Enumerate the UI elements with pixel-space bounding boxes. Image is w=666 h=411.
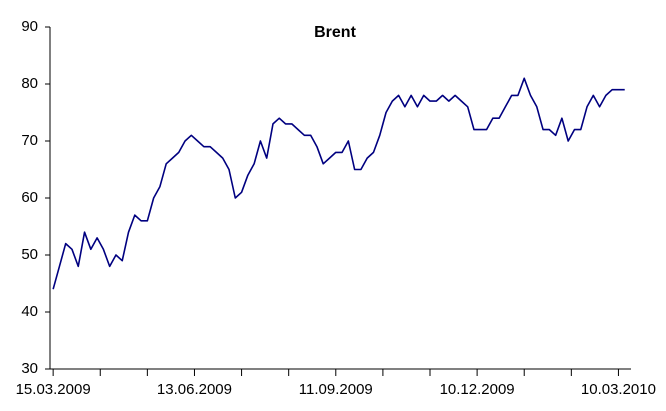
- price-line: [52, 77, 625, 290]
- y-tick-label: 60: [21, 189, 38, 206]
- y-tick-label: 90: [21, 18, 38, 35]
- x-tick-label: 15.03.2009: [16, 381, 91, 398]
- y-tick-label: 70: [21, 132, 38, 149]
- x-tick-label: 13.06.2009: [157, 381, 232, 398]
- y-tick-label: 80: [21, 75, 38, 92]
- y-tick-label: 30: [21, 360, 38, 377]
- chart-title: Brent: [314, 24, 356, 41]
- x-tick-label: 10.03.2010: [581, 381, 656, 398]
- y-tick-label: 40: [21, 303, 38, 320]
- x-tick-label: 10.12.2009: [440, 381, 515, 398]
- y-tick-label: 50: [21, 246, 38, 263]
- x-tick-label: 11.09.2009: [299, 381, 373, 398]
